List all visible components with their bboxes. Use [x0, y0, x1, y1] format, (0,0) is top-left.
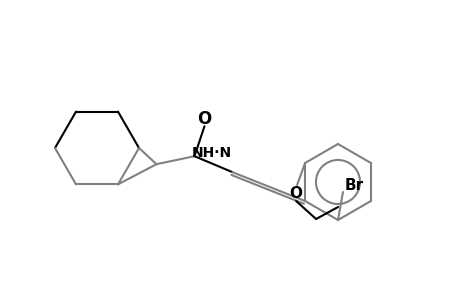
Text: NH·N: NH·N	[191, 146, 231, 160]
Text: Br: Br	[344, 178, 364, 193]
Text: O: O	[289, 185, 302, 200]
Text: O: O	[197, 110, 211, 128]
